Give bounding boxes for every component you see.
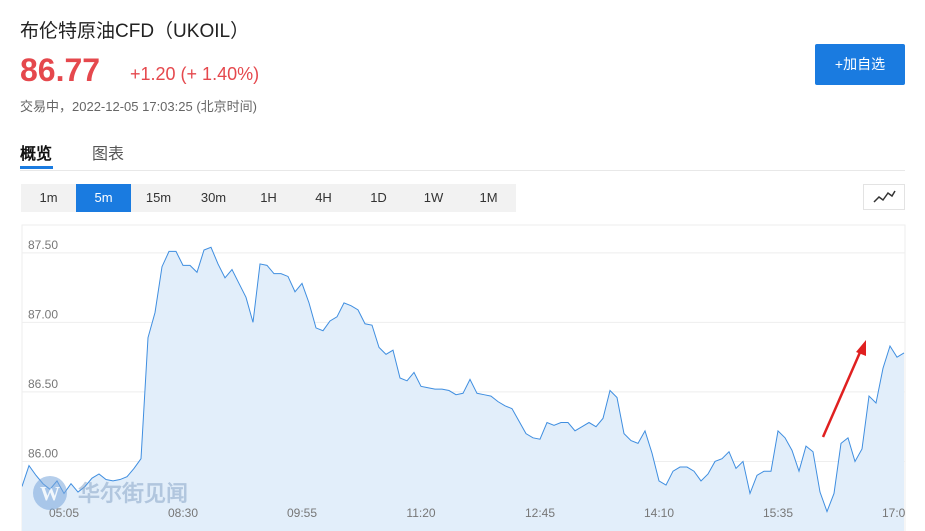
x-tick-label: 08:30 xyxy=(168,506,198,520)
x-tick-label: 05:05 xyxy=(49,506,79,520)
chart-style-button[interactable] xyxy=(863,184,905,210)
watermark: W 华尔街见闻 xyxy=(33,476,188,510)
interval-button[interactable]: 1H xyxy=(260,190,277,205)
chart-style-icon xyxy=(873,190,896,203)
plot: 86.00 86.50 87.00 87.50 05:05 08:30 09:55 11:20… xyxy=(22,238,912,531)
tab[interactable]: 概览 xyxy=(20,146,53,163)
x-tick-label: 11:20 xyxy=(406,506,435,520)
x-tick-label: 14:10 xyxy=(644,506,674,520)
x-tick-label: 12:45 xyxy=(525,506,555,520)
interval-button[interactable]: 1D xyxy=(370,190,387,205)
x-tick-label: 15:35 xyxy=(763,506,793,520)
x-tick-label: 09:55 xyxy=(287,506,317,520)
annotation-arrow xyxy=(821,340,866,438)
separator xyxy=(20,170,905,171)
interval-button[interactable]: 4H xyxy=(315,190,332,205)
interval-button[interactable]: 15m xyxy=(145,190,172,205)
add-watchlist-button[interactable]: +加自选 xyxy=(815,44,905,85)
y-tick-label: 86.00 xyxy=(28,446,58,460)
watermark-logo-text: W xyxy=(40,483,60,505)
y-tick-label: 87.50 xyxy=(28,238,58,252)
area-fill xyxy=(22,247,904,531)
interval-button[interactable]: 1W xyxy=(423,190,444,205)
y-tick-label: 87.00 xyxy=(28,307,58,321)
interval-button[interactable]: 1M xyxy=(479,190,498,205)
tab-underline xyxy=(20,166,53,169)
instrument-title: 布伦特原油CFD（UKOIL） xyxy=(20,21,250,42)
interval-button[interactable]: 1m xyxy=(39,190,58,205)
price-line xyxy=(22,246,905,513)
y-tick-label: 86.50 xyxy=(28,377,58,391)
watermark-logo xyxy=(33,476,67,510)
price-change: +1.20 (+ 1.40%) xyxy=(130,64,260,84)
interval-button[interactable]: 5m xyxy=(76,184,131,212)
trade-status: 交易中，2022-12-05 17:03:25 (北京时间) xyxy=(20,99,257,114)
price: 86.77 xyxy=(20,52,101,88)
watermark-text: 华尔街见闻 xyxy=(78,481,188,507)
interval-button[interactable]: 30m xyxy=(200,190,227,205)
tab[interactable]: 图表 xyxy=(92,146,125,163)
x-tick-label: 17:00 xyxy=(882,506,912,520)
interval-bar: 1m 5m 15m 30m 1H 4H 1D 1W 1M xyxy=(21,184,516,212)
